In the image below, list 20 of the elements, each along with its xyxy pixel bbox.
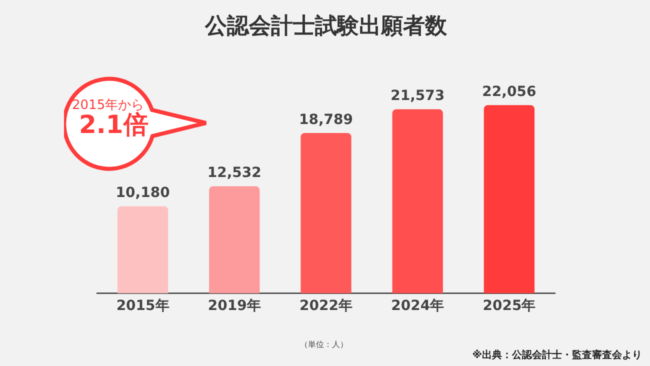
bar: [392, 109, 443, 294]
x-tick-label: 2025年: [482, 298, 536, 314]
x-tick-label: 2024年: [391, 298, 444, 314]
x-tick-label: 2019年: [208, 298, 261, 314]
data-label: 18,789: [298, 112, 354, 128]
text: ※出典：公認会計士・監査審査会より: [472, 348, 642, 362]
text: （単位：人）: [300, 339, 348, 350]
annotation: 2.1倍: [79, 110, 148, 141]
annotation: 2015年から: [72, 97, 144, 113]
chart-title: 公認会計士試験出願者数: [204, 14, 448, 39]
bar: [117, 206, 168, 294]
bar: [484, 105, 535, 294]
x-tick-label: 2022年: [300, 298, 352, 314]
bar: [209, 186, 260, 294]
data-label: 22,056: [482, 84, 536, 100]
data-label: 10,180: [116, 185, 170, 202]
data-label: 12,532: [207, 165, 262, 182]
x-tick-label: 2015年: [116, 298, 170, 314]
data-label: 21,573: [390, 88, 445, 104]
bar: [300, 132, 352, 294]
